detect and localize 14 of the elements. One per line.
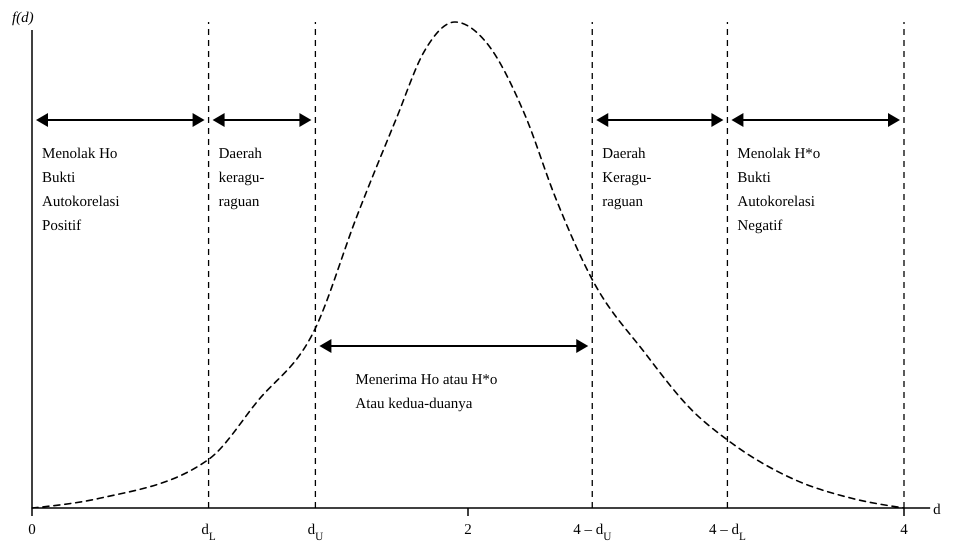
ref-line-label: 4 – d$_{L}$ (708, 522, 746, 543)
y-axis-title: f(d) (12, 10, 34, 26)
x-tick-label: 0 (28, 522, 36, 538)
ref-line-label: 4 – d$_{U}$ (573, 522, 612, 543)
ref-line-label: d$_{U}$ (308, 522, 324, 543)
x-axis-title: d (933, 502, 942, 518)
annotation: Menolak H*o Bukti Autokorelasi Negatif (737, 146, 820, 234)
annotation: Menerima Ho atau H*o Atau kedua-duanya (355, 372, 498, 412)
annotation: Daerah Keragu- raguan (602, 146, 652, 210)
x-tick-label: 2 (464, 522, 472, 538)
ref-line-label: d$_{L}$ (201, 522, 216, 543)
annotation: Menolak Ho Bukti Autokorelasi Positif (42, 146, 120, 234)
x-tick-label: 4 (900, 522, 908, 538)
annotation: Daerah keragu- raguan (218, 146, 264, 210)
